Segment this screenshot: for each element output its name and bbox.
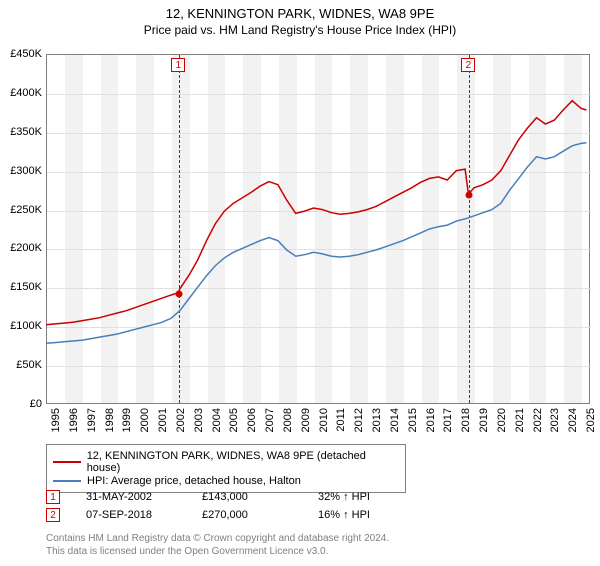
footer-line1: Contains HM Land Registry data © Crown c… <box>46 532 389 545</box>
y-tick-label: £300K <box>10 165 42 177</box>
y-axis: £0£50K£100K£150K£200K£250K£300K£350K£400… <box>0 54 46 404</box>
x-tick-label: 2016 <box>425 408 437 432</box>
x-axis: 1995 1996 1997 1998 1999 2000 2001 2002 2003 2004… <box>46 404 590 444</box>
footer: Contains HM Land Registry data © Crown c… <box>46 532 389 558</box>
x-tick-label: 2018 <box>460 408 472 432</box>
x-tick-label: 2024 <box>567 408 579 432</box>
x-tick-label: 2021 <box>514 408 526 432</box>
x-tick-label: 2025 <box>585 408 597 432</box>
legend-item: 12, KENNINGTON PARK, WIDNES, WA8 9PE (de… <box>53 450 399 474</box>
x-tick-label: 1996 <box>68 408 80 432</box>
y-tick-label: £250K <box>10 204 42 216</box>
y-tick-label: £450K <box>10 48 42 60</box>
chart-subtitle: Price paid vs. HM Land Registry's House … <box>0 23 600 37</box>
chart-area <box>46 54 590 404</box>
sale-marker: 2 <box>461 58 475 72</box>
y-tick-label: £350K <box>10 126 42 138</box>
chart-title: 12, KENNINGTON PARK, WIDNES, WA8 9PE <box>0 6 600 21</box>
sale-row: 131-MAY-2002£143,00032% ↑ HPI <box>46 490 408 504</box>
x-tick-label: 2013 <box>371 408 383 432</box>
y-tick-label: £0 <box>30 398 42 410</box>
x-tick-label: 1995 <box>50 408 62 432</box>
x-tick-label: 2010 <box>318 408 330 432</box>
x-tick-label: 1998 <box>104 408 116 432</box>
x-tick-label: 2006 <box>246 408 258 432</box>
y-tick-label: £150K <box>10 281 42 293</box>
sale-marker: 1 <box>171 58 185 72</box>
y-tick-label: £50K <box>16 359 42 371</box>
x-tick-label: 2014 <box>389 408 401 432</box>
y-tick-label: £100K <box>10 320 42 332</box>
x-tick-label: 1999 <box>121 408 133 432</box>
x-tick-label: 2002 <box>175 408 187 432</box>
y-tick-label: £200K <box>10 242 42 254</box>
x-tick-label: 2003 <box>193 408 205 432</box>
x-tick-label: 2004 <box>211 408 223 432</box>
plot-region <box>46 54 590 404</box>
x-tick-label: 2020 <box>496 408 508 432</box>
x-tick-label: 2023 <box>549 408 561 432</box>
x-tick-label: 2011 <box>335 408 347 432</box>
x-tick-label: 2022 <box>532 408 544 432</box>
x-tick-label: 2012 <box>353 408 365 432</box>
x-tick-label: 2001 <box>157 408 169 432</box>
x-tick-label: 2000 <box>139 408 151 432</box>
sale-row: 207-SEP-2018£270,00016% ↑ HPI <box>46 508 408 522</box>
x-tick-label: 2007 <box>264 408 276 432</box>
footer-line2: This data is licensed under the Open Gov… <box>46 545 389 558</box>
x-tick-label: 2005 <box>228 408 240 432</box>
x-tick-label: 1997 <box>86 408 98 432</box>
x-tick-label: 2015 <box>407 408 419 432</box>
x-tick-label: 2017 <box>442 408 454 432</box>
x-tick-label: 2009 <box>300 408 312 432</box>
sales-table: 131-MAY-2002£143,00032% ↑ HPI 207-SEP-201… <box>46 486 408 526</box>
y-tick-label: £400K <box>10 87 42 99</box>
x-tick-label: 2008 <box>282 408 294 432</box>
x-tick-label: 2019 <box>478 408 490 432</box>
